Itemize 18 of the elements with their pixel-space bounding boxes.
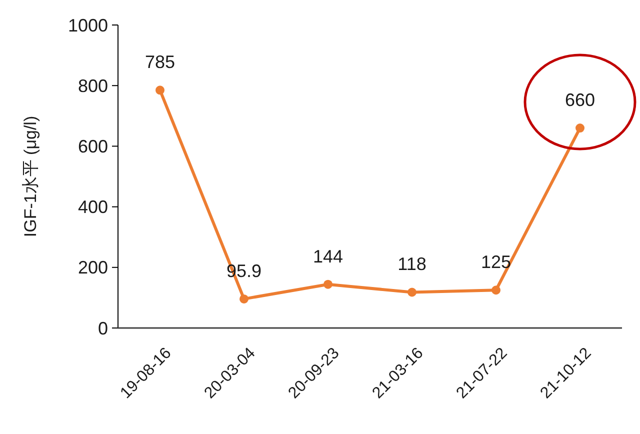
point <box>240 294 248 304</box>
y-tick-label: 600 <box>78 136 108 156</box>
y-axis-title: IGF-1水平 (μg/l) <box>21 116 40 238</box>
data-label: 660 <box>564 90 596 110</box>
point <box>408 288 416 297</box>
data-label: 785 <box>144 52 176 72</box>
data-label: 118 <box>398 254 426 274</box>
y-tick-label: 400 <box>78 197 108 218</box>
point <box>156 86 164 95</box>
y-tick-label: 200 <box>78 258 108 278</box>
point <box>324 280 332 289</box>
y-tick-label: 0 <box>98 318 108 338</box>
point <box>492 286 500 295</box>
point <box>576 124 584 133</box>
y-tick-label: 800 <box>78 76 108 96</box>
data-label: 144 <box>312 246 344 266</box>
y-tick-label: 1000 <box>68 15 108 36</box>
data-label: 125 <box>480 252 512 272</box>
